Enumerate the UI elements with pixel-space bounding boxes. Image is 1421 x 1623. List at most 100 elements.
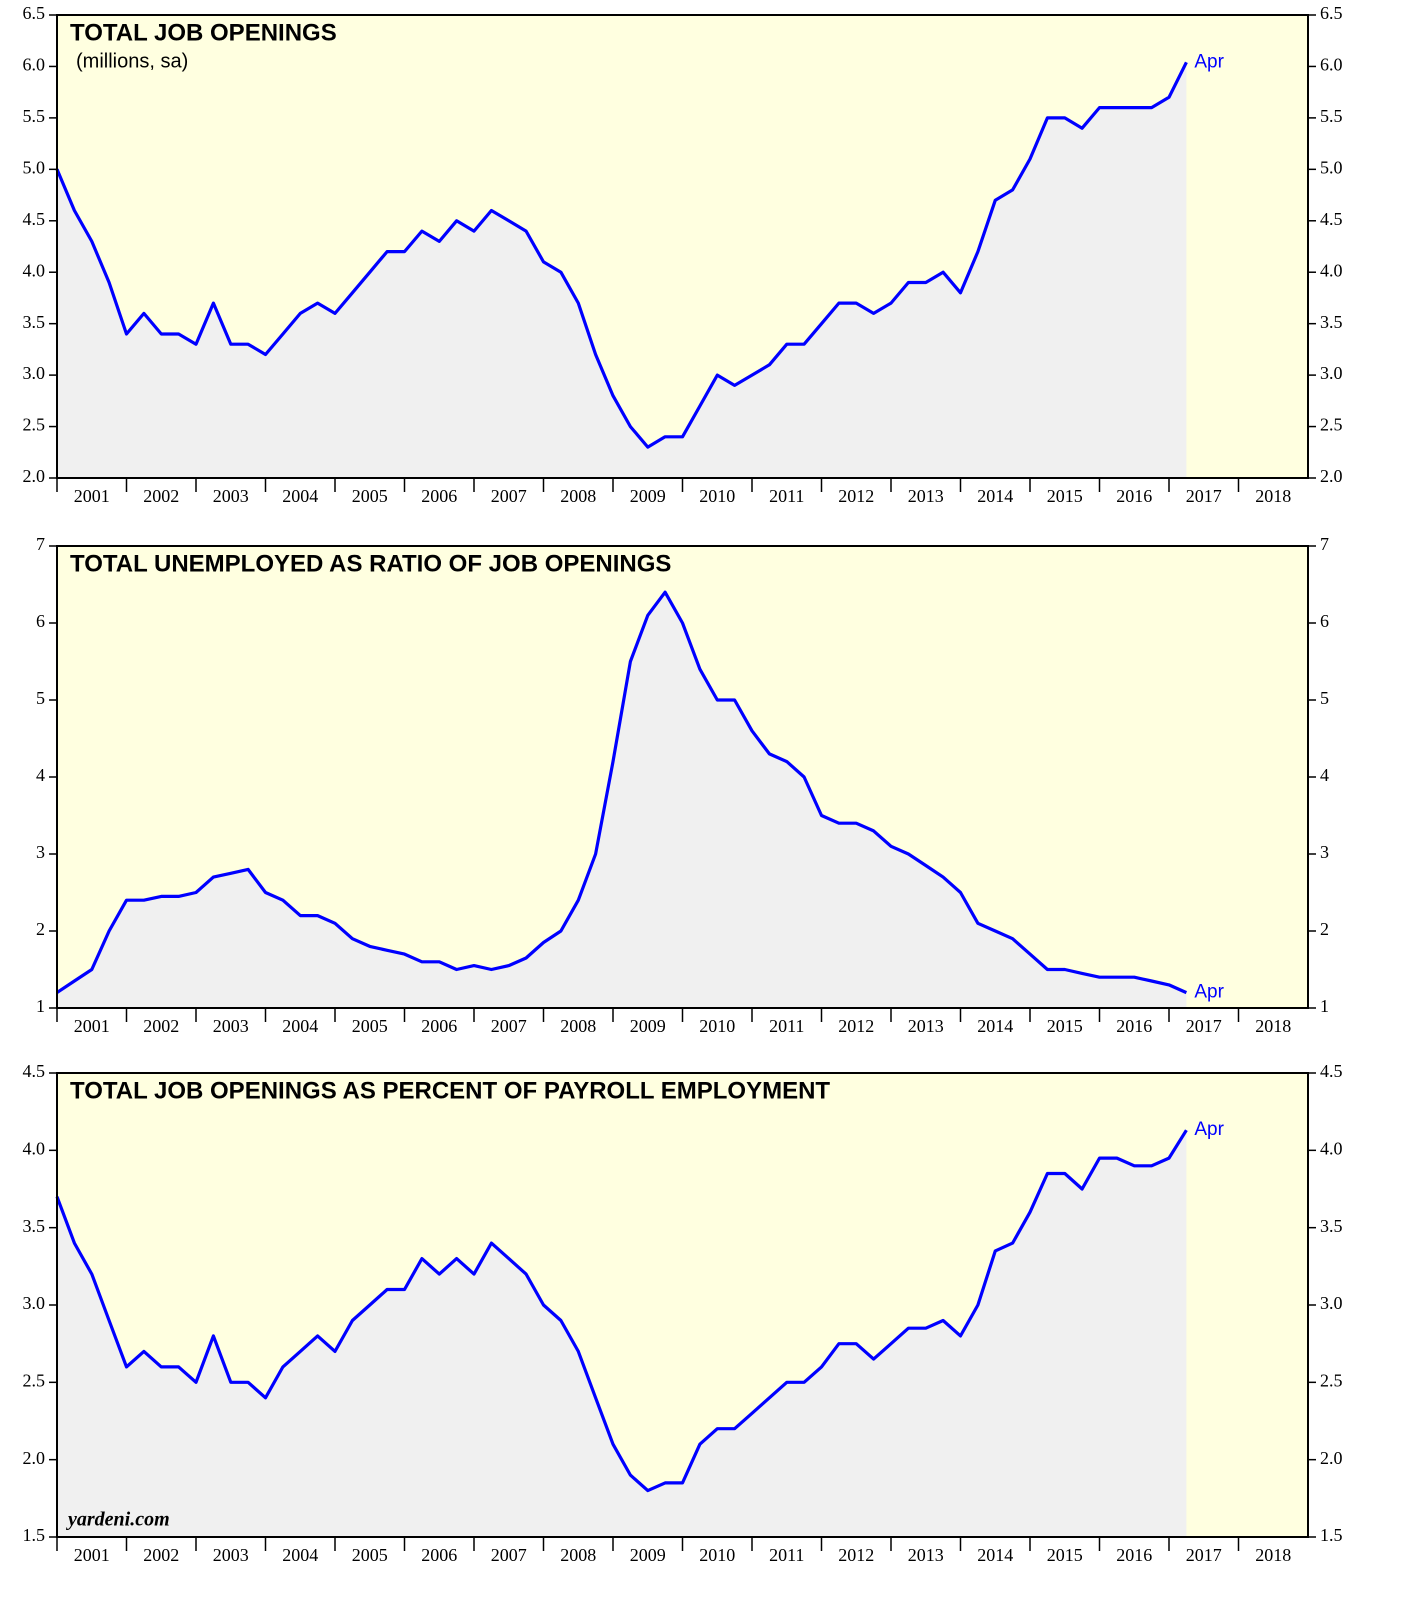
y-tick-label-right: 4.5 [1320, 1061, 1343, 1081]
end-annotation: Apr [1194, 982, 1224, 1003]
y-tick-label-right: 1 [1320, 996, 1329, 1016]
x-tick-label: 2005 [352, 486, 388, 506]
x-tick-label: 2017 [1186, 486, 1222, 506]
y-tick-label-right: 2 [1320, 919, 1329, 939]
y-tick-label: 4.0 [23, 1138, 46, 1158]
x-tick-label: 2011 [769, 1545, 804, 1565]
x-tick-label: 2007 [491, 1545, 527, 1565]
y-tick-label: 6.0 [23, 55, 46, 75]
x-tick-label: 2018 [1255, 1016, 1291, 1036]
x-tick-label: 2010 [699, 1545, 735, 1565]
y-tick-label: 2.5 [23, 1370, 46, 1390]
x-tick-label: 2016 [1116, 1016, 1152, 1036]
y-tick-label: 2.0 [23, 466, 46, 486]
x-tick-label: 2015 [1047, 1016, 1083, 1036]
x-tick-label: 2012 [838, 486, 874, 506]
x-tick-label: 2015 [1047, 1545, 1083, 1565]
y-tick-label: 6 [36, 611, 45, 631]
y-tick-label-right: 4 [1320, 765, 1329, 785]
x-tick-label: 2014 [977, 486, 1013, 506]
y-tick-label: 4.5 [23, 1061, 46, 1081]
y-tick-label-right: 1.5 [1320, 1525, 1343, 1545]
x-tick-label: 2008 [560, 1545, 596, 1565]
y-tick-label-right: 6 [1320, 611, 1329, 631]
y-tick-label: 2.5 [23, 415, 46, 435]
y-tick-label-right: 3.0 [1320, 1293, 1343, 1313]
area-fill [57, 62, 1187, 479]
x-tick-label: 2005 [352, 1016, 388, 1036]
panel-subtitle: (millions, sa) [76, 50, 188, 72]
x-tick-label: 2002 [143, 486, 179, 506]
y-tick-label: 5 [36, 688, 45, 708]
y-tick-label-right: 5.0 [1320, 157, 1343, 177]
panel-title: TOTAL JOB OPENINGS AS PERCENT OF PAYROLL… [70, 1077, 830, 1104]
x-tick-label: 2009 [630, 486, 666, 506]
x-tick-label: 2011 [769, 486, 804, 506]
data-line [55, 61, 1188, 449]
y-tick-label: 4.5 [23, 209, 46, 229]
y-tick-label: 3 [36, 842, 45, 862]
y-tick-label-right: 2.5 [1320, 415, 1343, 435]
x-tick-label: 2006 [421, 1016, 457, 1036]
y-tick-label: 1.5 [23, 1525, 46, 1545]
x-tick-label: 2007 [491, 1016, 527, 1036]
x-tick-label: 2013 [908, 1545, 944, 1565]
y-tick-label: 6.5 [23, 3, 46, 23]
y-tick-label: 5.0 [23, 157, 46, 177]
y-tick-label-right: 3.0 [1320, 363, 1343, 383]
x-tick-label: 2002 [143, 1016, 179, 1036]
y-tick-label-right: 3.5 [1320, 312, 1343, 332]
x-tick-label: 2013 [908, 486, 944, 506]
x-tick-label: 2002 [143, 1545, 179, 1565]
panel-title: TOTAL JOB OPENINGS [70, 19, 337, 46]
x-tick-label: 2003 [213, 486, 249, 506]
x-tick-label: 2011 [769, 1016, 804, 1036]
y-tick-label-right: 4.0 [1320, 260, 1343, 280]
x-tick-label: 2010 [699, 1016, 735, 1036]
x-tick-label: 2010 [699, 486, 735, 506]
x-tick-label: 2001 [74, 1545, 110, 1565]
y-tick-label: 5.5 [23, 106, 46, 126]
y-tick-label-right: 6.5 [1320, 3, 1343, 23]
x-tick-label: 2017 [1186, 1545, 1222, 1565]
panel-title: TOTAL UNEMPLOYED AS RATIO OF JOB OPENING… [70, 550, 671, 577]
y-tick-label: 2.0 [23, 1448, 46, 1468]
x-tick-label: 2009 [630, 1016, 666, 1036]
x-tick-label: 2005 [352, 1545, 388, 1565]
y-tick-label: 1 [36, 996, 45, 1016]
y-tick-label-right: 2.0 [1320, 466, 1343, 486]
x-tick-label: 2014 [977, 1545, 1013, 1565]
x-tick-label: 2001 [74, 486, 110, 506]
x-tick-label: 2016 [1116, 486, 1152, 506]
y-tick-label: 7 [36, 534, 45, 554]
y-tick-label-right: 2.5 [1320, 1370, 1343, 1390]
y-tick-label-right: 3 [1320, 842, 1329, 862]
x-tick-label: 2014 [977, 1016, 1013, 1036]
x-tick-label: 2017 [1186, 1016, 1222, 1036]
y-tick-label-right: 2.0 [1320, 1448, 1343, 1468]
y-tick-label-right: 5 [1320, 688, 1329, 708]
y-tick-label: 4.0 [23, 260, 46, 280]
x-tick-label: 2009 [630, 1545, 666, 1565]
x-tick-label: 2012 [838, 1016, 874, 1036]
y-tick-label: 2 [36, 919, 45, 939]
x-tick-label: 2018 [1255, 1545, 1291, 1565]
area-fill [57, 1130, 1187, 1537]
x-tick-label: 2003 [213, 1545, 249, 1565]
y-tick-label: 3.0 [23, 363, 46, 383]
end-annotation: Apr [1194, 51, 1224, 72]
x-tick-label: 2004 [282, 1545, 318, 1565]
x-tick-label: 2006 [421, 486, 457, 506]
y-tick-label: 3.5 [23, 1216, 46, 1236]
x-tick-label: 2006 [421, 1545, 457, 1565]
y-tick-label-right: 6.0 [1320, 55, 1343, 75]
x-tick-label: 2001 [74, 1016, 110, 1036]
y-tick-label-right: 5.5 [1320, 106, 1343, 126]
x-tick-label: 2008 [560, 1016, 596, 1036]
x-tick-label: 2013 [908, 1016, 944, 1036]
area-fill [57, 592, 1187, 1008]
y-tick-label: 3.5 [23, 312, 46, 332]
y-tick-label-right: 4.5 [1320, 209, 1343, 229]
x-tick-label: 2004 [282, 486, 318, 506]
